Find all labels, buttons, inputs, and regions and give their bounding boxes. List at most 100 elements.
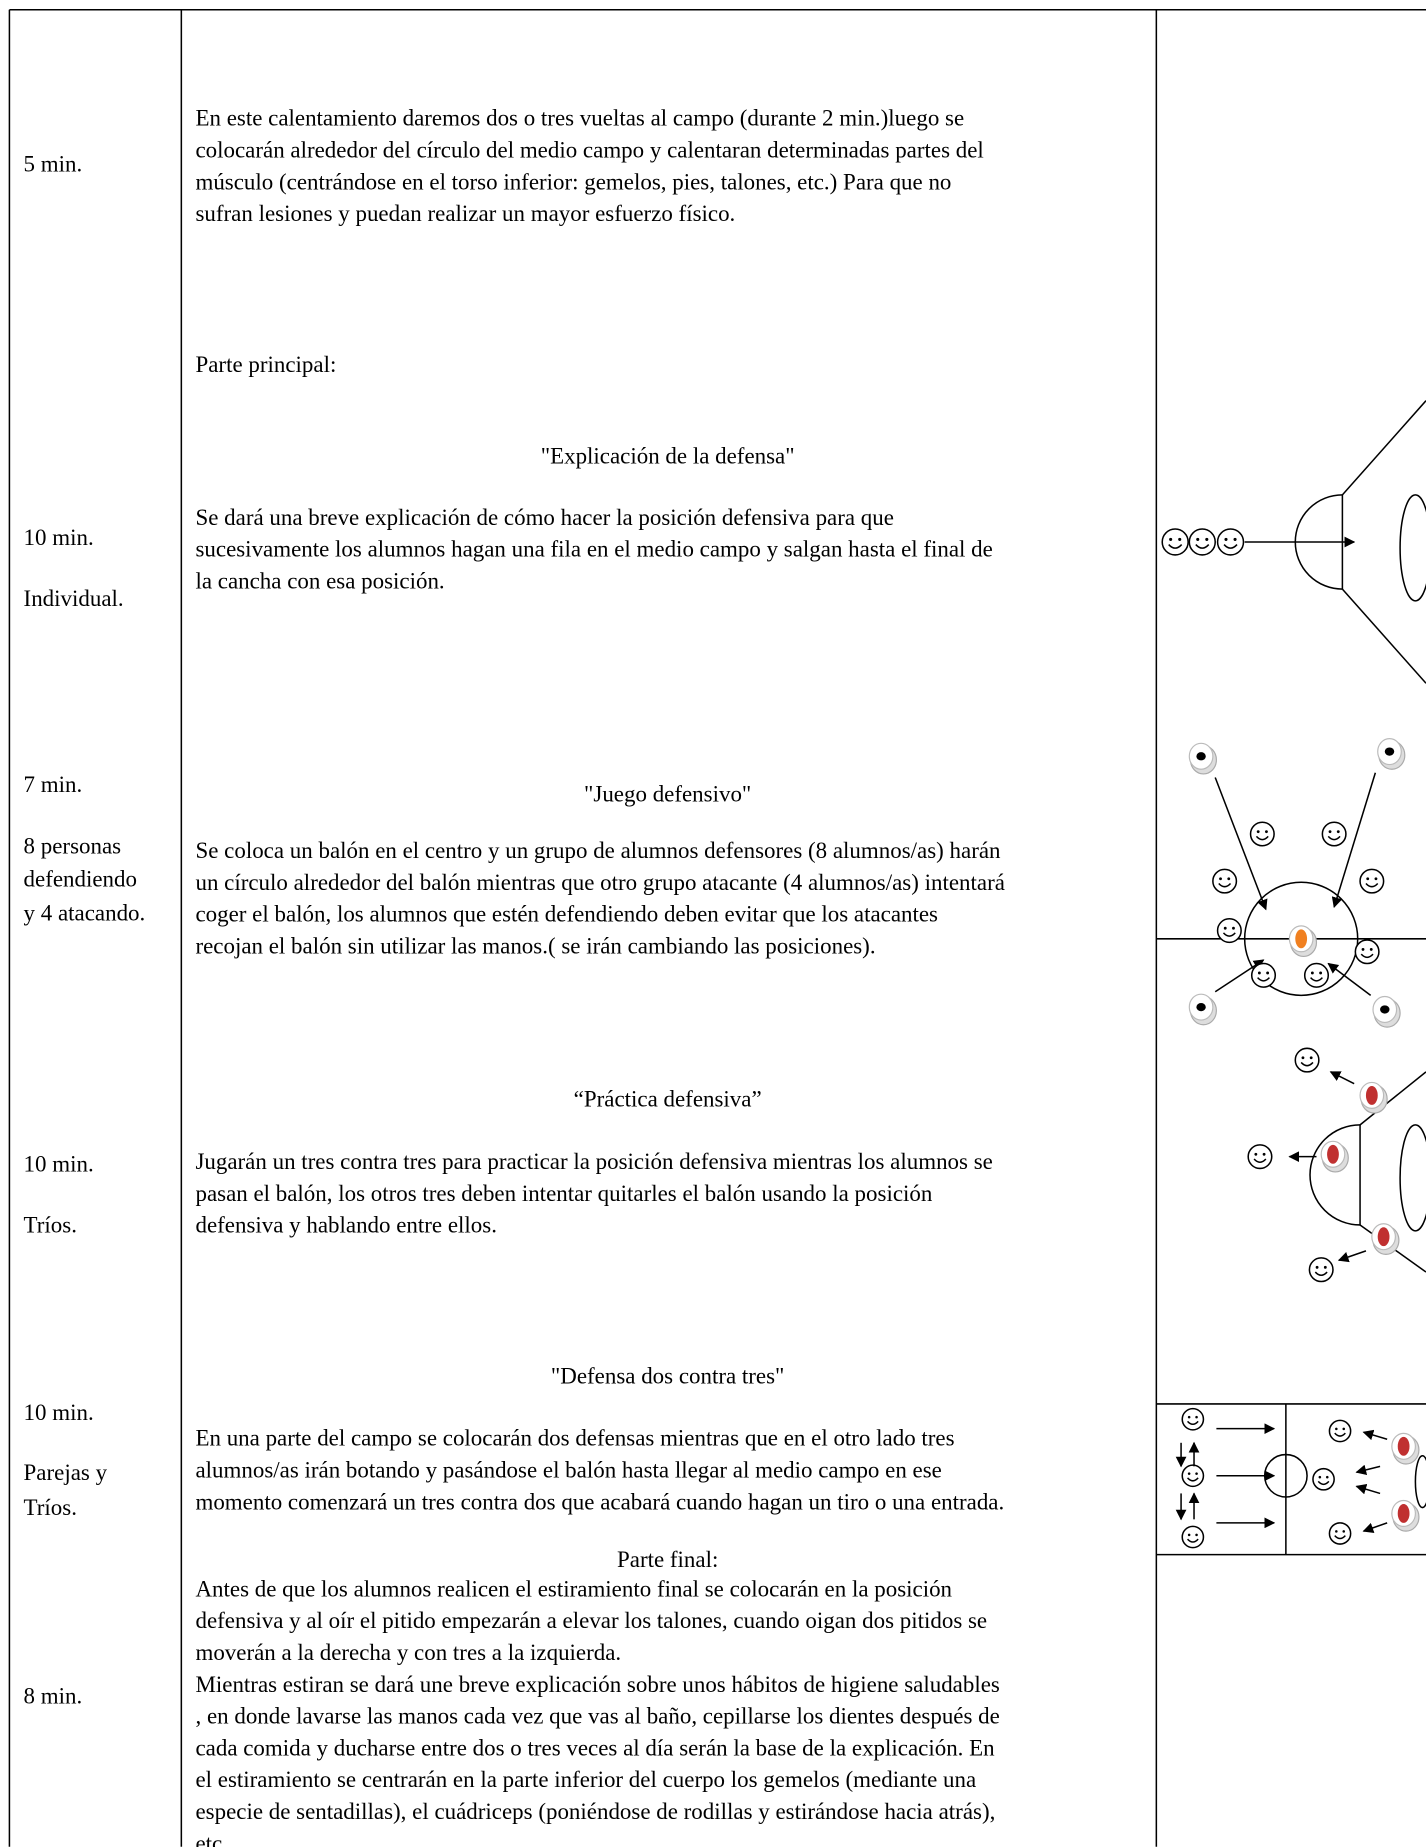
player-icon [1181, 1525, 1205, 1549]
diagram-line [1362, 1522, 1388, 1533]
diagram-line [1214, 959, 1265, 993]
description-line: la cancha con esa posición. [195, 568, 444, 593]
cone-icon [1372, 995, 1401, 1028]
time-label: 10 min. [24, 525, 94, 550]
player-face [1321, 821, 1347, 847]
description-line: un círculo alrededor del balón mientras … [195, 870, 1004, 895]
activity-title: Parte final: [617, 1547, 718, 1572]
player-mouth [1195, 544, 1210, 549]
player-icon [1247, 1144, 1273, 1170]
court-key [1399, 1124, 1426, 1232]
time-label: Tríos. [24, 1213, 77, 1238]
player-icon [1321, 821, 1347, 847]
player-eye [1315, 1265, 1319, 1269]
cone-dot [1380, 1005, 1390, 1014]
diagram-line [1341, 400, 1426, 496]
player-eye [1336, 830, 1340, 834]
description-line: Mientras estiran se dará une breve expli… [195, 1672, 999, 1697]
player-eye [1227, 877, 1231, 881]
description-line: alumnos/as irán botando y pasándose el b… [195, 1457, 941, 1482]
player-eye [1335, 1530, 1338, 1533]
player-mouth [1310, 977, 1323, 982]
player-eye [1301, 1056, 1305, 1060]
player-mouth [1255, 835, 1269, 841]
description-line: En una parte del campo se colocarán dos … [195, 1426, 954, 1451]
player-eye [1323, 1265, 1327, 1269]
player-mouth [1168, 544, 1183, 549]
player-eye [1361, 947, 1365, 951]
player-icon [1359, 868, 1385, 894]
description-line: colocarán alrededor del círculo del medi… [195, 137, 983, 162]
description-line: moverán a la derecha y con tres a la izq… [195, 1640, 621, 1665]
description-line: defensiva y al oír el pitido empezarán a… [195, 1608, 987, 1633]
description-line: etc. [195, 1831, 228, 1847]
player-face [1181, 1407, 1205, 1431]
player-icon [1161, 528, 1189, 556]
activity-title: “Práctica defensiva” [574, 1087, 762, 1112]
player-face [1212, 868, 1238, 894]
player-mouth [1334, 1535, 1346, 1540]
description-line: sufran lesiones y puedan realizar un may… [195, 201, 735, 226]
player-face [1216, 528, 1245, 556]
player-face [1247, 1144, 1273, 1170]
description-line: coger el balón, los alumnos que estén de… [195, 902, 938, 927]
table-grid [8, 8, 1426, 1847]
player-mouth [1253, 1158, 1267, 1164]
player-eye [1169, 537, 1173, 541]
player-eye [1223, 926, 1227, 930]
player-icon [1294, 1047, 1320, 1073]
player-eye [1256, 830, 1260, 834]
player-eye [1266, 971, 1270, 975]
time-label: 10 min. [24, 1151, 94, 1176]
player-eye [1328, 830, 1332, 834]
player-icon [1303, 962, 1330, 988]
diagram-line [1337, 1250, 1367, 1263]
player-icon [1308, 1257, 1334, 1283]
cone-dot [1397, 1504, 1410, 1523]
diagram-line [1329, 1071, 1355, 1085]
player-eye [1257, 971, 1261, 975]
player-face [1312, 1467, 1335, 1491]
player-mouth [1300, 1061, 1314, 1067]
time-label: Parejas y [24, 1460, 108, 1485]
description-line: músculo (centrándose en el torso inferio… [195, 169, 951, 194]
player-eye [1205, 537, 1209, 541]
description-line: Se coloca un balón en el centro y un gru… [195, 838, 1001, 863]
player-mouth [1218, 882, 1232, 888]
player-eye [1195, 1533, 1198, 1537]
player-icon [1188, 528, 1216, 556]
cone-dot [1377, 1227, 1390, 1247]
player-icon [1328, 1522, 1352, 1545]
player-icon [1328, 1419, 1352, 1443]
player-mouth [1334, 1432, 1346, 1437]
player-icon [1181, 1464, 1205, 1488]
cone-dot [1196, 1002, 1206, 1012]
cone-dot [1327, 1144, 1339, 1164]
player-face [1249, 821, 1275, 847]
player-eye [1318, 1475, 1322, 1479]
diagram-line [1359, 1071, 1426, 1126]
cone-icon [1391, 1499, 1420, 1532]
player-eye [1262, 1152, 1266, 1156]
court-key [1414, 1454, 1426, 1509]
activity-title: "Defensa dos contra tres" [551, 1363, 785, 1388]
description-line: En este calentamiento daremos dos o tres… [195, 106, 964, 131]
player-eye [1374, 877, 1378, 881]
player-eye [1366, 877, 1370, 881]
activity-title: "Juego defensivo" [584, 782, 751, 807]
diagram-line [1355, 1464, 1381, 1476]
time-label: 10 min. [24, 1400, 94, 1425]
player-icon [1354, 939, 1380, 965]
player-eye [1187, 1472, 1191, 1475]
player-eye [1342, 1530, 1346, 1533]
player-face [1359, 868, 1385, 894]
cone-icon [1188, 993, 1217, 1026]
cone-icon [1288, 925, 1318, 958]
section-heading: Parte principal: [195, 352, 336, 377]
diagram-line [1214, 777, 1268, 911]
time-label: Individual. [24, 586, 124, 611]
player-face [1328, 1419, 1352, 1443]
court-arc [1309, 1124, 1361, 1226]
cone-icon [1359, 1081, 1388, 1114]
